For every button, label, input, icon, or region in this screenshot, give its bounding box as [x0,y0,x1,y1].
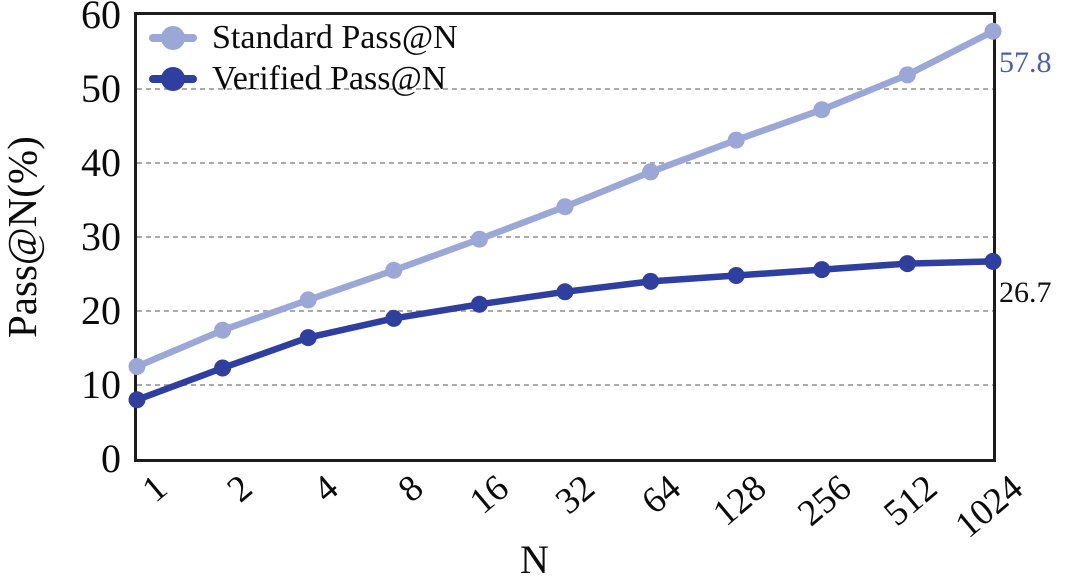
y-tick-label-30: 30 [81,214,121,259]
legend-item-0: Standard Pass@N [149,17,458,58]
y-tick-label-50: 50 [81,66,121,111]
legend-label: Standard Pass@N [212,18,458,56]
data-point-marker [898,255,916,273]
gridline-y-30 [137,236,993,238]
x-tick-label-512: 512 [876,467,946,535]
gridline-y-50 [137,88,993,90]
x-tick-label-64: 64 [633,467,689,523]
legend-label: Verified Pass@N [212,59,447,97]
gridline-y-10 [137,384,993,386]
x-axis-label: N [520,537,549,582]
data-point-marker [556,283,574,301]
x-tick-label-16: 16 [462,467,518,523]
data-point-marker [470,230,488,248]
legend-marker-icon [149,66,197,92]
x-tick-label-32: 32 [548,467,603,523]
end-value-label-1: 26.7 [999,276,1052,310]
plot-area: Standard Pass@N Verified Pass@N [128,12,1002,462]
data-point-marker [813,101,831,119]
x-tick-label-1024: 1024 [947,467,1031,547]
series-plot [128,22,1002,409]
data-point-marker [128,358,146,375]
x-tick-label-256: 256 [790,467,860,535]
data-point-marker [984,252,1002,270]
data-point-marker [385,261,403,279]
data-point-marker [727,131,745,149]
data-point-marker [898,66,916,84]
data-point-marker [299,329,317,347]
x-tick-label-8: 8 [390,467,432,511]
data-point-marker [470,295,488,313]
y-tick-label-20: 20 [81,288,121,333]
x-tick-label-128: 128 [705,467,774,535]
data-point-marker [385,309,403,327]
x-tick-label-2: 2 [219,467,261,511]
data-point-marker [214,321,232,339]
data-point-marker [214,359,232,377]
y-tick-label-10: 10 [81,362,121,407]
data-point-marker [984,22,1002,40]
gridline-y-20 [137,310,993,312]
x-tick-label-4: 4 [305,467,346,511]
legend-marker-icon [149,25,197,51]
y-tick-label-0: 0 [101,436,121,481]
data-point-marker [128,391,146,409]
y-tick-label-60: 60 [81,0,121,37]
end-value-label-0: 57.8 [999,46,1052,80]
series-line-1 [133,258,997,404]
y-tick-label-40: 40 [81,140,121,185]
legend: Standard Pass@N Verified Pass@N [149,17,458,99]
data-point-marker [813,261,831,279]
data-point-marker [299,291,317,309]
legend-item-1: Verified Pass@N [149,58,458,99]
data-point-marker [642,163,660,181]
data-point-marker [556,198,574,216]
data-point-marker [642,272,660,290]
gridline-y-40 [137,162,993,164]
x-tick-label-1: 1 [134,467,175,511]
data-point-marker [727,267,745,284]
